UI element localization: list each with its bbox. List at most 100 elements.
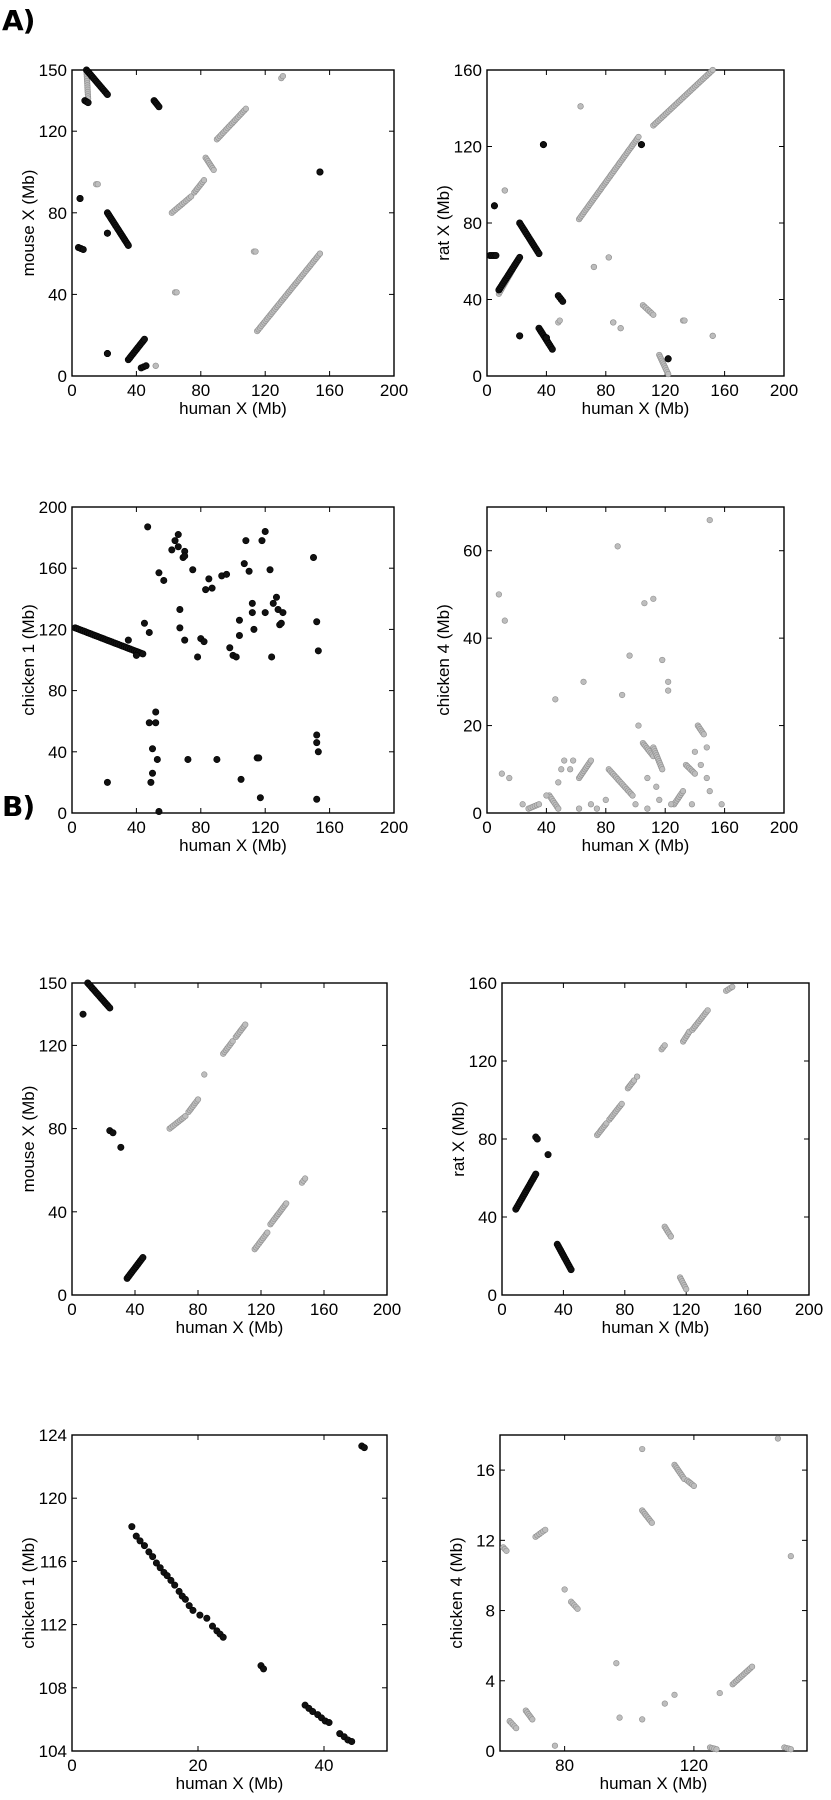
data-point [84,99,92,107]
y-tick-label: 120 [39,122,67,141]
data-point [181,636,189,644]
data-point [175,1587,183,1595]
data-point [248,609,256,617]
data-point [519,801,526,808]
x-tick-label: 40 [126,1300,145,1319]
data-point [106,1004,114,1012]
data-point [181,1595,189,1603]
data-point [174,531,182,539]
plot-frame [71,982,388,1296]
data-point [567,766,574,773]
data-point [314,647,322,655]
data-point [580,678,587,685]
data-point [664,355,672,363]
x-tick-label: 0 [67,1756,76,1775]
data-point [132,651,140,659]
x-tick-label: 200 [770,818,798,837]
y-axis-label: rat X (Mb) [434,185,453,261]
x-tick-label: 80 [189,1300,208,1319]
data-point [559,297,567,305]
data-point [255,754,263,762]
data-point [149,745,157,753]
x-tick-label: 40 [554,1300,573,1319]
plot-frame [486,506,785,814]
data-point [543,792,550,799]
data-point [688,801,696,808]
data-point [309,1708,317,1716]
plot-frame [71,69,395,377]
data-point [544,1151,552,1159]
x-tick-label: 80 [596,818,615,837]
data-point [208,584,216,592]
data-point [679,788,687,795]
data-point [748,1663,756,1670]
data-point [529,1716,536,1723]
data-point [171,1581,179,1589]
data-point [561,1586,568,1593]
data-point [145,628,153,636]
data-point [152,1559,160,1567]
x-tick-label: 160 [315,818,343,837]
data-point [103,90,111,98]
x-tick-label: 200 [795,1300,823,1319]
data-point [258,537,266,545]
data-point [202,586,210,594]
data-point [575,805,583,812]
plot-frame [71,1434,388,1752]
data-point [548,345,556,353]
data-point [260,1665,268,1673]
plot-frame [501,982,810,1296]
data-point [626,652,633,659]
data-point [313,731,321,739]
data-point [277,619,285,627]
data-point [516,332,524,340]
y-tick-label: 16 [476,1461,495,1480]
y-tick-label: 120 [39,1036,67,1055]
data-point [498,770,505,777]
data-point [577,103,584,110]
data-point [208,1622,216,1630]
data-point [203,1614,211,1622]
data-point [691,748,699,755]
x-tick-label: 160 [710,381,738,400]
x-tick-label: 0 [497,1300,506,1319]
data-point [240,560,248,568]
y-axis-label: rat X (Mb) [449,1101,468,1177]
data-point [700,731,707,738]
data-point [248,599,256,607]
data-point [648,1519,655,1526]
x-tick-label: 200 [380,381,408,400]
data-point [283,1200,290,1207]
data-point [671,1691,678,1698]
x-tick-label: 120 [247,1300,275,1319]
data-point [316,250,324,257]
data-point [213,755,221,763]
data-point [167,1576,175,1584]
y-tick-label: 40 [478,1208,497,1227]
data-point [570,757,577,764]
y-tick-label: 0 [58,804,67,823]
data-point [590,263,598,271]
y-tick-label: 0 [486,1742,495,1761]
data-point [617,325,624,332]
data-point [704,1007,711,1014]
data-point [691,770,699,777]
data-point [709,66,716,74]
data-point [661,1700,668,1707]
x-tick-label: 40 [127,381,146,400]
data-point [639,1445,646,1453]
data-point [665,370,672,378]
data-point [279,609,287,617]
data-point [256,794,264,802]
data-point [316,168,324,176]
data-point [79,246,87,254]
data-point [667,1233,674,1240]
data-point [147,778,155,786]
y-tick-label: 12 [476,1531,495,1550]
data-point [555,779,562,786]
chart-a1: 0 40 80 120 160 200 0 40 80 120 150 human X (Mb) mou… [19,61,408,418]
x-tick-label: 120 [251,381,279,400]
data-point [313,618,321,626]
y-axis-label: mouse X (Mb) [19,1086,38,1193]
data-point [618,1100,625,1107]
